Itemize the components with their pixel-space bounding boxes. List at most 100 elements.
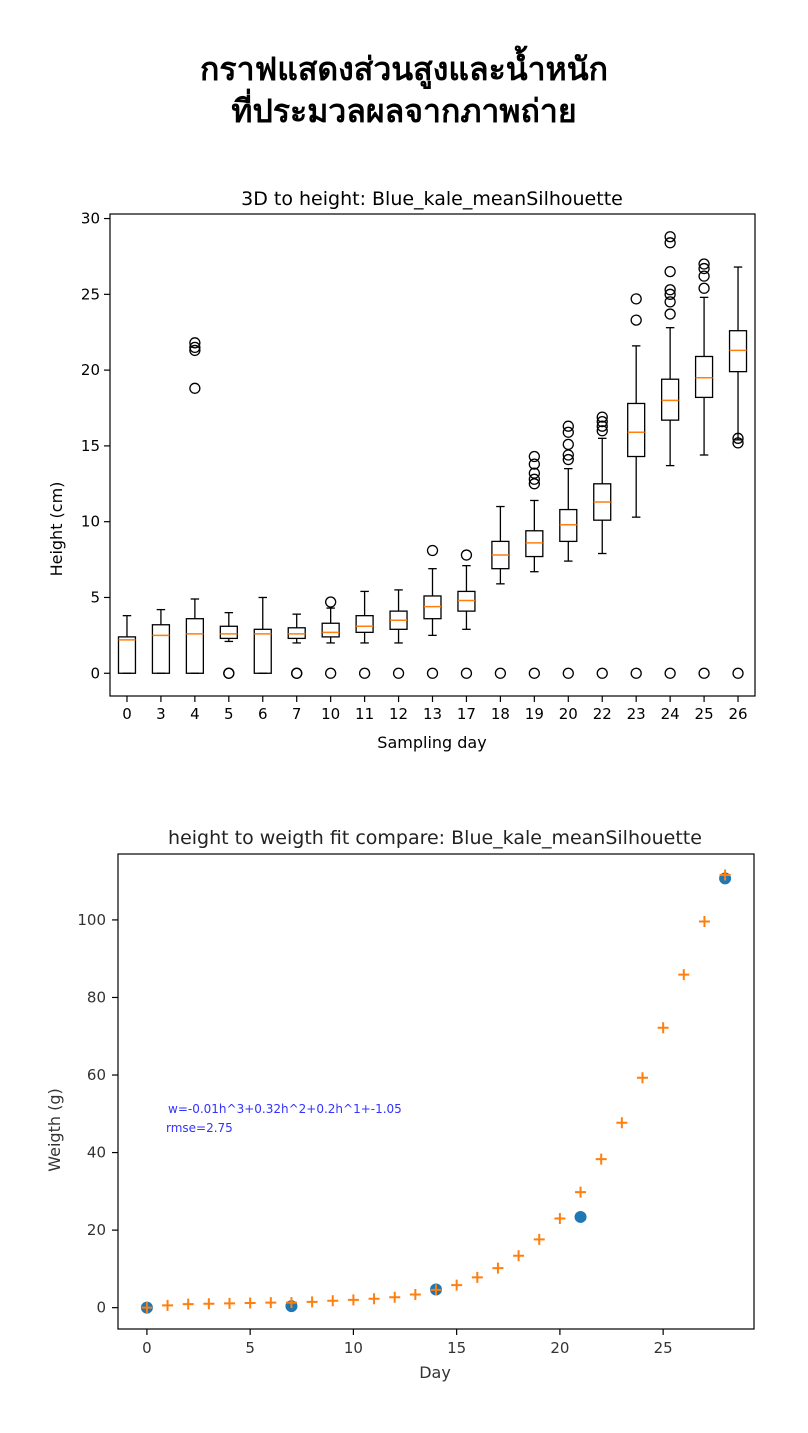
- box-iqr: [287, 627, 306, 640]
- fitted-point: [513, 1250, 525, 1262]
- box-iqr: [151, 624, 171, 674]
- y-tick-label: 10: [81, 513, 100, 531]
- x-tick-label: 4: [190, 705, 200, 723]
- fitted-point: [162, 1299, 174, 1311]
- box-iqr: [253, 628, 272, 674]
- fitted-point: [409, 1288, 421, 1300]
- plot-area: 0 5 10 15 20 25 30 0 3 4 5 6 7 10 11 12 13 17 18 19 20 22 23 24…: [81, 210, 756, 723]
- box-iqr: [660, 378, 680, 421]
- box-outlier: [392, 667, 405, 679]
- box-outlier: [596, 420, 608, 432]
- box-outlier: [664, 284, 676, 296]
- box-outlier: [426, 667, 439, 679]
- fitted-point: [492, 1262, 504, 1274]
- fitted-point: [657, 1022, 669, 1034]
- box-outlier: [664, 308, 676, 320]
- box-outlier: [494, 667, 507, 679]
- box-outlier: [596, 416, 608, 428]
- fitted-point: [595, 1153, 607, 1165]
- box-outlier: [664, 231, 676, 243]
- x-tick-label: 10: [344, 1339, 363, 1357]
- x-tick-label: 17: [457, 705, 476, 723]
- box-outlier: [528, 458, 540, 470]
- x-tick-label: 23: [627, 705, 646, 723]
- fitted-point: [636, 1072, 648, 1084]
- fitted-point: [554, 1212, 566, 1224]
- x-tick-label: 5: [245, 1339, 255, 1357]
- box-outlier: [460, 549, 473, 561]
- x-tick-label: 22: [593, 705, 612, 723]
- box-outlier: [664, 288, 676, 300]
- y-tick-label: 80: [87, 988, 106, 1006]
- box-outlier: [291, 667, 303, 679]
- x-axis-label: Sampling day: [377, 733, 486, 752]
- x-tick-label: 26: [728, 705, 747, 723]
- box-iqr: [423, 595, 442, 620]
- box-outlier: [426, 544, 439, 557]
- rmse-annotation: rmse=2.75: [166, 1121, 233, 1135]
- box-outlier: [630, 667, 642, 679]
- box-outlier: [528, 473, 540, 485]
- box-outlier: [189, 382, 201, 394]
- fit-equation-annotation: w=-0.01h^3+0.32h^2+0.2h^1+-1.05: [168, 1102, 402, 1116]
- y-tick-label: 100: [77, 911, 106, 929]
- box-outlier: [630, 293, 642, 305]
- x-tick-label: 25: [695, 705, 714, 723]
- y-tick-label: 20: [81, 361, 100, 379]
- fitted-point: [451, 1279, 463, 1291]
- fitted-point: [575, 1186, 587, 1198]
- page-title-line-2: ที่ประมวลผลจากภาพถ่าย: [231, 92, 577, 130]
- weight-fit-chart: height to weigth fit compare: Blue_kale_…: [45, 827, 755, 1382]
- x-tick-label: 7: [292, 705, 302, 723]
- fitted-point: [368, 1293, 380, 1305]
- x-tick-label: 0: [142, 1339, 152, 1357]
- box-iqr: [117, 636, 137, 674]
- box-outlier: [189, 341, 201, 354]
- y-tick-label: 40: [87, 1144, 106, 1162]
- x-tick-label: 0: [122, 705, 132, 723]
- fitted-point: [265, 1297, 277, 1309]
- box-iqr: [185, 618, 205, 674]
- box-iqr: [219, 625, 238, 640]
- box-outlier: [325, 596, 337, 608]
- x-tick-label: 13: [423, 705, 442, 723]
- y-tick-label: 15: [81, 437, 100, 455]
- fitted-point: [678, 969, 690, 981]
- fitted-point: [389, 1291, 401, 1303]
- box-outlier: [460, 667, 473, 679]
- box-outlier: [698, 258, 710, 270]
- fitted-point: [224, 1297, 236, 1309]
- x-tick-label: 25: [654, 1339, 673, 1357]
- fitted-point: [203, 1298, 215, 1310]
- fitted-point: [141, 1302, 153, 1314]
- box-iqr: [627, 402, 646, 458]
- y-tick-label: 20: [87, 1221, 106, 1239]
- x-tick-label: 10: [321, 705, 340, 723]
- fitted-point: [347, 1294, 359, 1306]
- box-outlier: [664, 667, 676, 679]
- box-outlier: [562, 438, 574, 451]
- x-axis-label: Day: [419, 1363, 451, 1382]
- box-outlier: [562, 667, 574, 679]
- box-outlier: [562, 420, 574, 432]
- box-outlier: [698, 667, 710, 679]
- box-outlier: [698, 262, 710, 275]
- box-outlier: [630, 314, 642, 326]
- box-outlier: [732, 667, 744, 679]
- box-outlier: [596, 411, 608, 423]
- box-outlier: [528, 450, 540, 463]
- y-tick-label: 5: [90, 588, 100, 606]
- x-tick-label: 12: [389, 705, 408, 723]
- height-boxplot-chart: 3D to height: Blue_kale_meanSilhouette S…: [47, 188, 756, 752]
- y-tick-label: 25: [81, 285, 100, 303]
- fitted-point: [533, 1233, 545, 1245]
- y-tick-label: 60: [87, 1066, 106, 1084]
- box-outlier: [325, 667, 337, 679]
- box-iqr: [694, 355, 714, 399]
- box-iqr: [321, 622, 340, 638]
- fitted-point: [285, 1297, 297, 1309]
- y-tick-label: 0: [96, 1299, 106, 1317]
- x-tick-label: 3: [156, 705, 166, 723]
- box-iqr: [728, 330, 748, 373]
- box-iqr: [457, 590, 476, 612]
